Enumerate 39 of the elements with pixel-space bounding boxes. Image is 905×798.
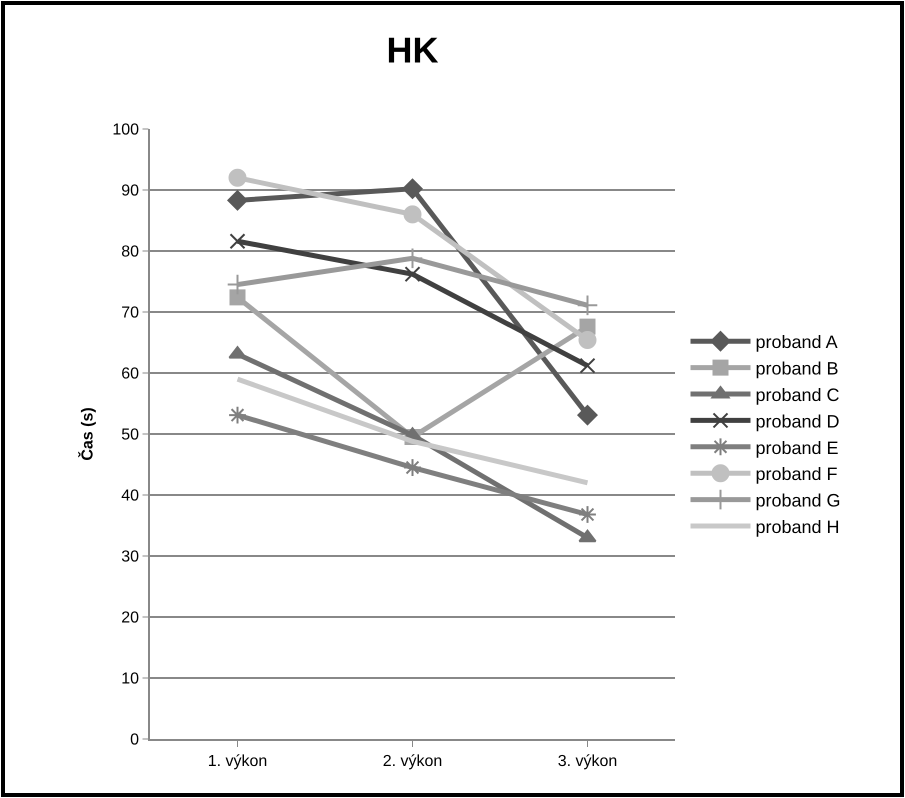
x-tick-label: 1. výkon — [208, 752, 268, 770]
point — [576, 294, 598, 316]
legend-label: proband H — [756, 517, 840, 538]
point — [403, 458, 422, 477]
y-tick-label: 100 — [112, 122, 140, 139]
x-tick-label: 2. výkon — [382, 752, 442, 770]
point — [578, 505, 597, 524]
point — [580, 358, 596, 374]
legend-label: proband D — [756, 411, 840, 432]
y-axis-title: Čas (s) — [78, 407, 97, 461]
y-tick-label: 0 — [130, 732, 140, 749]
point — [578, 331, 596, 350]
point — [402, 178, 423, 199]
point — [404, 205, 422, 224]
legend-label: proband A — [756, 332, 838, 352]
legend-label: proband C — [756, 385, 840, 406]
y-tick-label: 40 — [121, 488, 140, 505]
legend-label: proband F — [756, 464, 838, 484]
y-tick-label: 80 — [121, 244, 140, 261]
y-tick-label: 20 — [121, 610, 140, 627]
point — [228, 168, 246, 187]
y-tick-label: 90 — [121, 182, 140, 200]
chart-title: HK — [386, 30, 438, 71]
y-tick-label: 50 — [121, 426, 140, 444]
point — [227, 190, 248, 210]
point — [230, 289, 246, 306]
legend-label: proband B — [756, 358, 839, 379]
point — [230, 233, 246, 250]
point — [228, 406, 247, 424]
y-tick-label: 30 — [121, 548, 140, 566]
y-tick-label: 60 — [121, 366, 140, 383]
legend-label: proband E — [756, 438, 839, 458]
point — [402, 248, 424, 270]
point — [577, 404, 598, 426]
legend-label: proband G — [756, 490, 841, 511]
x-tick-label: 3. výkon — [558, 752, 618, 770]
y-tick-label: 70 — [121, 304, 140, 322]
y-tick-label: 10 — [121, 670, 140, 688]
point — [404, 266, 420, 282]
